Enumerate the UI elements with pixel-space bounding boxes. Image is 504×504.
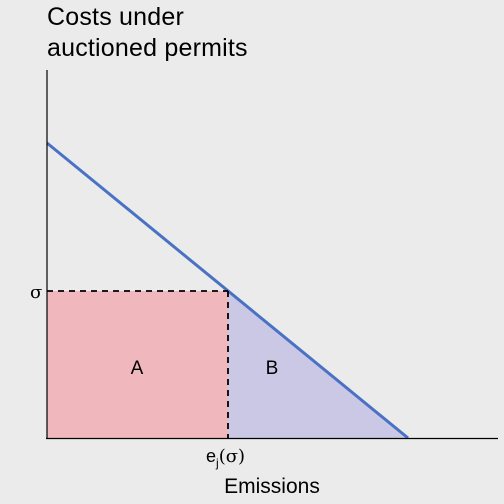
region-b-label: B (266, 358, 279, 379)
title-line-1: Costs under (47, 3, 184, 31)
x-tick-arg: (σ) (219, 446, 245, 467)
title-line-2: auctioned permits (47, 34, 248, 62)
x-axis-label: Emissions (224, 475, 320, 498)
x-tick-ej-sigma: ej(σ) (206, 446, 245, 470)
y-tick-sigma: σ (30, 282, 42, 303)
diagram-title: Costs under auctioned permits (47, 2, 248, 64)
region-a (47, 291, 228, 438)
x-tick-base: e (206, 446, 216, 466)
region-a-label: A (131, 358, 144, 379)
x-tick-subscript: j (215, 456, 219, 470)
